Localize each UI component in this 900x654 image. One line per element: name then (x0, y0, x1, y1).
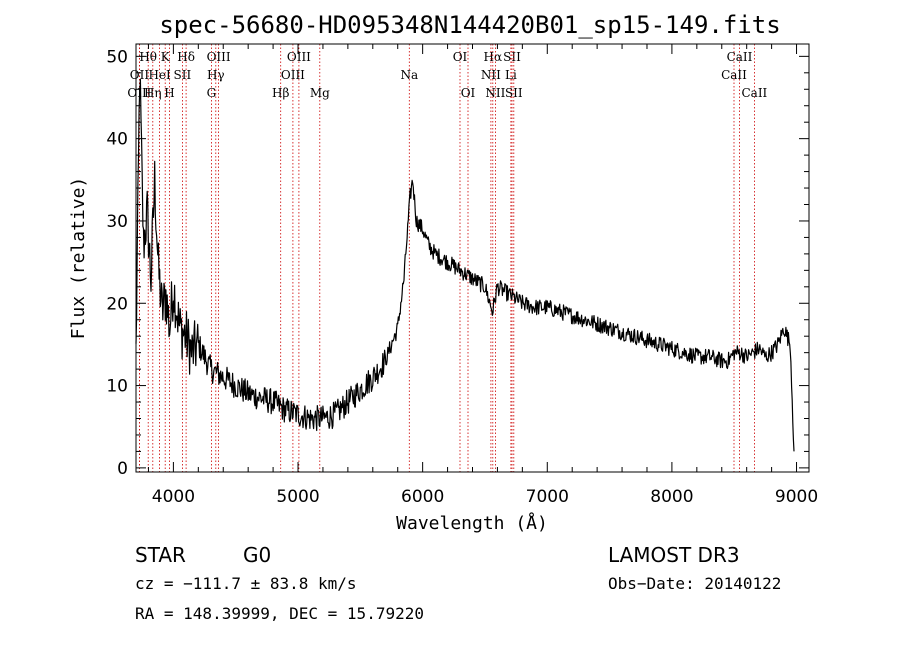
spectral-line-label: Hα (484, 50, 503, 64)
spectral-line-label: NII (485, 86, 505, 100)
y-tick-label: 20 (106, 294, 128, 314)
spectral-line-label: OIII (281, 68, 305, 82)
y-tick-label: 50 (106, 47, 128, 67)
x-tick-label: 5000 (276, 487, 319, 507)
spectral-line-label: NII (481, 68, 501, 82)
spectral-line-label: SII (503, 50, 521, 64)
spectral-line-label: SII (505, 86, 523, 100)
spectral-line-label: K (161, 50, 171, 64)
y-tick-label: 0 (117, 459, 128, 479)
x-tick-label: 9000 (775, 487, 818, 507)
spectral-line-label: SII (174, 68, 192, 82)
x-axis-label: Wavelength (Å) (396, 512, 548, 534)
spectral-line-label: CaII (721, 68, 747, 82)
plot-frame (135, 43, 810, 473)
spectral-line-label: Hδ (177, 50, 195, 64)
spectral-line-label: HeI (148, 68, 171, 82)
spectral-line-label: G (207, 86, 217, 100)
y-tick-label: 30 (106, 212, 128, 232)
spectral-line-label: Mg (310, 86, 330, 100)
chart-title: spec-56680-HD095348N144420B01_sp15-149.f… (159, 11, 780, 39)
spectral-line-label: CaII (741, 86, 767, 100)
spectral-line-label: OI (461, 86, 476, 100)
y-axis-label: Flux (relative) (68, 177, 89, 340)
spectral-line-label: OIII (287, 50, 311, 64)
x-tick-label: 4000 (152, 487, 195, 507)
object-class-label: STAR (135, 543, 186, 567)
coordinates-readout: RA = 148.39999, DEC = 15.79220 (135, 604, 424, 623)
obs-date-readout: Obs−Date: 20140122 (608, 574, 781, 593)
spectral-line-label: Hη (144, 86, 162, 100)
spectral-line-label: Hθ (139, 50, 157, 64)
survey-label: LAMOST DR3 (608, 543, 740, 567)
spectral-line-label: OI (453, 50, 468, 64)
spectrum-series-line (135, 78, 795, 452)
y-axis-ticks: 0 10 20 30 40 50 (106, 47, 809, 479)
y-tick-label: 40 (106, 130, 128, 150)
x-axis-ticks: 4000 5000 6000 7000 8000 9000 (147, 44, 818, 507)
y-tick-label: 10 (106, 377, 128, 397)
subclass-label: G0 (243, 543, 271, 567)
spectral-line-label: OII (130, 68, 150, 82)
spectral-line-label: Hβ (272, 86, 289, 100)
spectral-line-label: H (164, 86, 174, 100)
spectral-line-label: CaII (727, 50, 753, 64)
spectral-line-label: Hγ (207, 68, 225, 82)
spectral-line-label: OIII (207, 50, 231, 64)
cz-readout: cz = −111.7 ± 83.8 km/s (135, 574, 357, 593)
x-tick-label: 7000 (526, 487, 569, 507)
x-tick-label: 8000 (650, 487, 693, 507)
spectral-line-label: Na (400, 68, 418, 82)
x-tick-label: 6000 (401, 487, 444, 507)
spectral-line-label: Li (505, 68, 517, 82)
